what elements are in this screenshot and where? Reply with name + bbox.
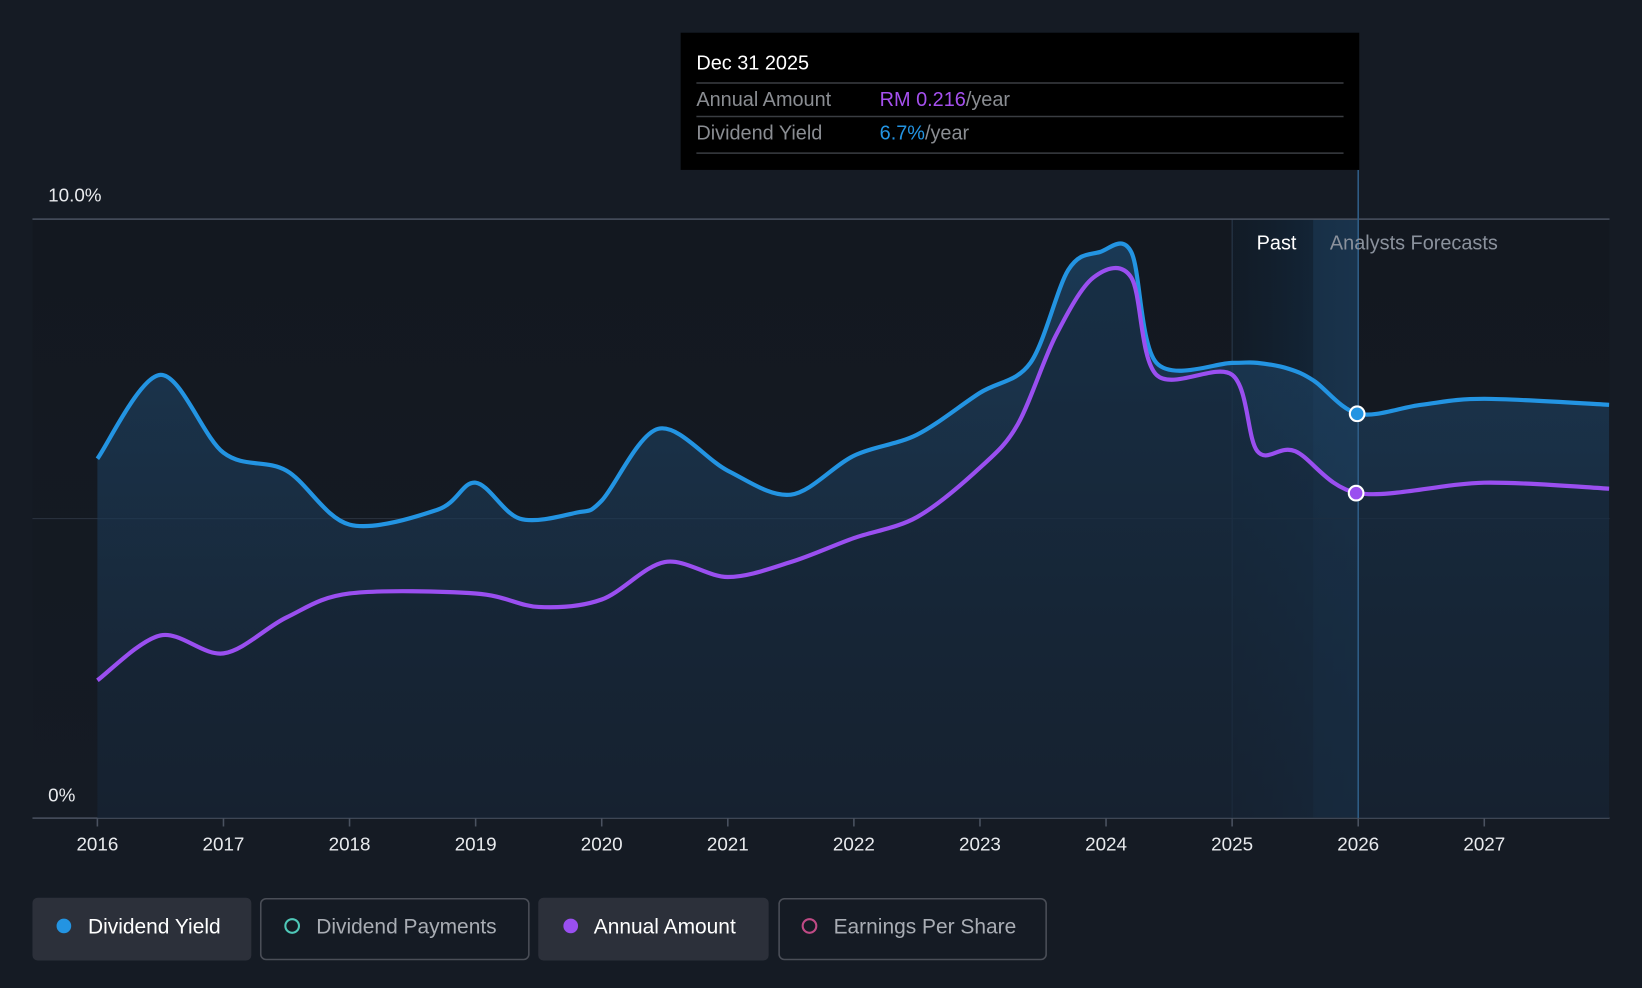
x-tick-label: 2016	[76, 834, 118, 855]
annual-amount-hover-dot	[1347, 484, 1365, 502]
legend-label: Earnings Per Share	[834, 915, 1017, 938]
annual-amount-line	[96, 266, 1610, 683]
x-tick-label: 2024	[1085, 834, 1127, 855]
dividend-yield-dot-icon	[56, 918, 72, 934]
eps-ring-icon	[801, 918, 818, 934]
x-tick-label: 2019	[455, 834, 497, 855]
dividend-yield-line	[95, 241, 1610, 529]
x-tick-label: 2025	[1211, 834, 1253, 855]
legend-dividend-payments[interactable]: Dividend Payments	[259, 897, 530, 961]
tooltip-amount-value: RM 0.216/year	[880, 89, 1011, 111]
y-tick-label: 10.0%	[48, 184, 102, 205]
y-tick-label: 0%	[48, 784, 75, 805]
dividend-yield-area	[97, 243, 1610, 819]
forecast-label: Analysts Forecasts	[1330, 232, 1498, 254]
tooltip-amount-label: Annual Amount	[696, 89, 831, 111]
annual-amount-area	[97, 268, 1610, 819]
x-tick-label: 2017	[203, 834, 245, 855]
x-tick-label: 2023	[959, 834, 1001, 855]
dividend-yield-hover-dot	[1348, 405, 1366, 423]
x-tick-label: 2026	[1337, 834, 1379, 855]
legend-annual-amount[interactable]: Annual Amount	[538, 897, 769, 961]
past-label: Past	[1257, 232, 1297, 254]
tooltip-yield-label: Dividend Yield	[696, 123, 822, 145]
x-tick-label: 2018	[329, 834, 371, 855]
tooltip-date: Dec 31 2025	[696, 52, 809, 74]
legend-label: Dividend Payments	[316, 915, 496, 938]
tooltip: Dec 31 2025 Annual Amount RM 0.216/year …	[680, 32, 1360, 170]
legend-earnings-per-share[interactable]: Earnings Per Share	[778, 897, 1047, 961]
x-tick-label: 2022	[833, 834, 875, 855]
x-tick-label: 2021	[707, 834, 749, 855]
dividend-payments-ring-icon	[284, 918, 301, 934]
legend: Dividend Yield Dividend Payments Annual …	[32, 897, 1047, 961]
x-tick-label: 2020	[581, 834, 623, 855]
tooltip-yield-value: 6.7%/year	[880, 123, 970, 145]
legend-label: Dividend Yield	[88, 915, 221, 938]
x-tick-label: 2027	[1463, 834, 1505, 855]
legend-dividend-yield[interactable]: Dividend Yield	[32, 897, 252, 961]
annual-amount-dot-icon	[563, 918, 579, 934]
legend-label: Annual Amount	[594, 915, 736, 938]
